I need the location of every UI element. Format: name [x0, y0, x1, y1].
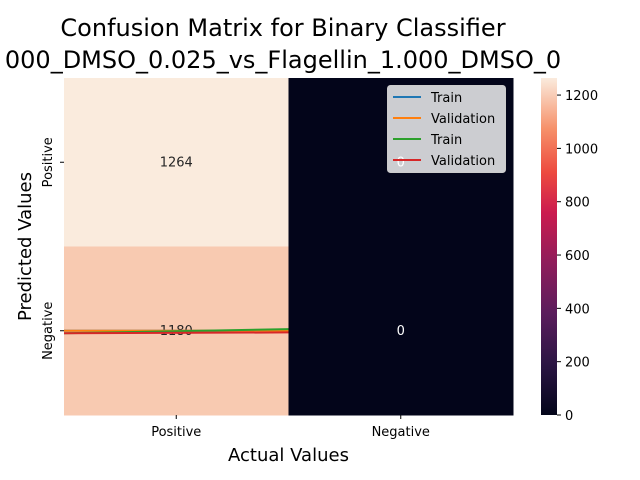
legend-frame [387, 85, 506, 173]
cell-value-label: 0 [397, 324, 405, 339]
y-axis-label: Predicted Values [15, 172, 36, 321]
colorbar-tick-label: 200 [565, 356, 590, 371]
colorbar-tick-label: 0 [565, 409, 573, 424]
colorbar-tick-label: 600 [565, 249, 590, 264]
heatmap-cell [288, 246, 514, 416]
x-tick-label: Negative [372, 425, 430, 440]
colorbar-ticks: 0 200 400 600 800 1000 1200 [557, 89, 598, 424]
colorbar-tick-label: 1200 [565, 89, 598, 104]
legend-label: Train [430, 91, 462, 106]
cell-value-label: 1264 [160, 155, 193, 170]
legend-label: Validation [431, 112, 495, 127]
overlay-lines [63, 328, 289, 335]
colorbar-tick-label: 400 [565, 302, 590, 317]
legend: Train Validation Train Validation [387, 85, 506, 173]
legend-label: Validation [431, 154, 495, 169]
y-tick-label: Positive [41, 137, 56, 187]
chart-subtitle: 000_DMSO_0.025_vs_Flagellin_1.000_DMSO_0 [5, 46, 561, 74]
y-axis-ticks: Positive Negative [41, 137, 64, 360]
colorbar-tick-label: 800 [565, 196, 590, 211]
x-tick-label: Positive [151, 425, 201, 440]
legend-label: Train [430, 133, 462, 148]
colorbar-tick-label: 1000 [565, 142, 598, 157]
colorbar [541, 78, 557, 415]
chart-title: Confusion Matrix for Binary Classifier [60, 14, 505, 42]
x-axis-label: Actual Values [228, 445, 349, 466]
y-tick-label: Negative [41, 302, 56, 360]
overlay-line [63, 331, 289, 335]
x-axis-ticks: Positive Negative [151, 415, 430, 440]
heatmap-cell [64, 78, 289, 247]
